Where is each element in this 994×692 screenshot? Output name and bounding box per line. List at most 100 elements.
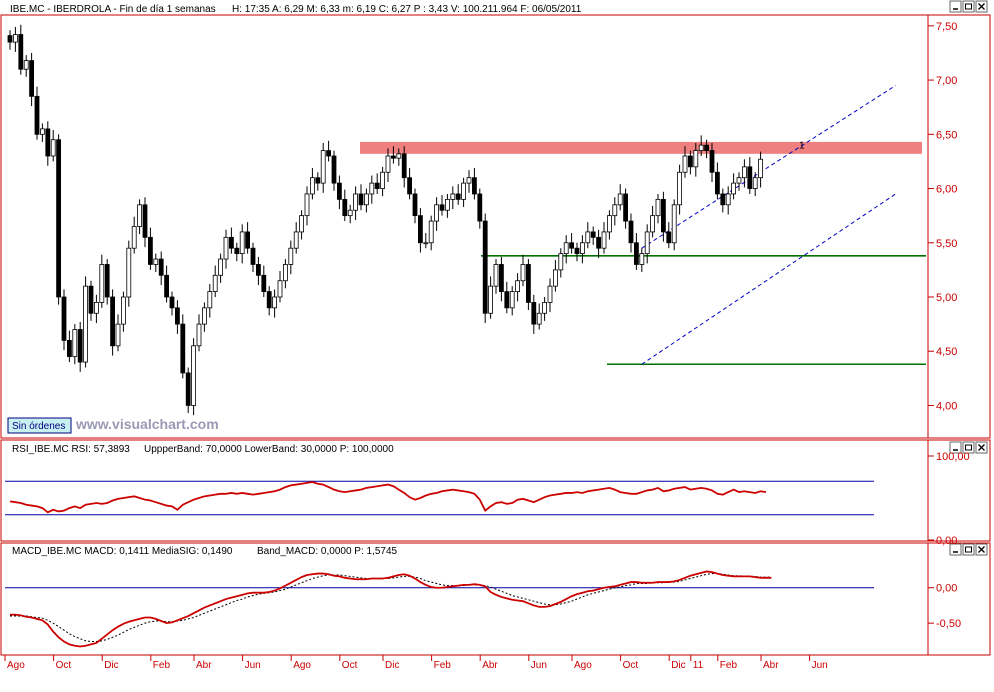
date-tick-label: Ago [293, 660, 311, 671]
candle-body [358, 193, 364, 206]
candle-body [742, 166, 747, 179]
candle-body [736, 177, 742, 184]
candle-body [612, 204, 618, 217]
candle-body [142, 204, 148, 238]
price-panel-title: IBE.MC - IBERDROLA - Fin de día 1 semana… [10, 4, 216, 15]
candle-body [747, 166, 753, 189]
candle-body [72, 329, 78, 358]
rsi-series [9, 481, 767, 514]
sin-ordenes-label: Sin órdenes [12, 421, 65, 432]
candle-body [531, 302, 537, 325]
candle-body [607, 215, 612, 233]
candle-body [563, 242, 569, 255]
candle-body [121, 296, 126, 325]
candle-body [137, 204, 143, 227]
axis-frame [927, 439, 991, 542]
candle-body [623, 193, 628, 222]
price-tick-label: 6,50 [936, 129, 957, 141]
date-tick-label: Jun [531, 660, 547, 671]
candle-body [423, 242, 429, 245]
date-tick-label: Feb [153, 660, 171, 671]
close-icon[interactable] [975, 441, 988, 454]
candle-body [218, 258, 224, 276]
price-panel-stats: H: 17:35 A: 6,29 M: 6,33 m: 6,19 C: 6,27… [232, 4, 582, 15]
price-tick-label: 7,50 [936, 21, 957, 33]
date-tick-label: Dic [385, 660, 399, 671]
rsi-bands [5, 480, 874, 516]
candle-body [569, 242, 574, 249]
watermark: www.visualchart.com [75, 416, 219, 432]
candle-body [515, 280, 520, 292]
candle-body [477, 193, 483, 222]
candle-body [698, 144, 704, 151]
close-icon[interactable] [975, 0, 988, 13]
candle-body [509, 291, 515, 309]
date-tick-label: Abr [763, 660, 779, 671]
close-icon[interactable] [975, 543, 988, 556]
candle-body [353, 193, 359, 211]
candle-body [590, 231, 596, 238]
candle-body [720, 193, 726, 206]
candle-body [417, 215, 423, 244]
candle-body [504, 291, 510, 309]
macd-tick-label: -0,50 [936, 618, 961, 630]
candle-body [40, 128, 45, 135]
panel-frame [0, 439, 929, 542]
macd-window-controls [949, 543, 988, 556]
candle-body [498, 264, 504, 292]
candle-body [596, 236, 601, 249]
candle-body [110, 296, 115, 347]
restore-icon[interactable] [962, 0, 975, 13]
candle-body [725, 193, 731, 206]
candle-body [580, 242, 585, 255]
candle-body [380, 171, 386, 189]
candle-body [547, 285, 553, 303]
candle-body [293, 231, 299, 249]
date-tick-label: Dic [671, 660, 685, 671]
candle-body [482, 220, 488, 314]
candle-body [731, 182, 736, 195]
macd-panel-stats: Band_MACD: 0,0000 P: 1,5745 [257, 546, 398, 557]
axis-frame [927, 14, 991, 439]
candle-body [661, 198, 666, 233]
candle-body [12, 34, 18, 43]
candle-body [7, 35, 13, 43]
candle-body [77, 329, 83, 363]
resistance-band [360, 141, 922, 154]
rsi-line [9, 481, 767, 514]
price-tick-label: 6,00 [936, 184, 957, 196]
candle-body [207, 291, 213, 309]
candle-body [558, 253, 564, 271]
candle-body [34, 95, 40, 135]
candle-body [326, 150, 332, 157]
price-axis: 7,50 7,00 6,50 6,00 5,50 5,00 4,50 4,00 [928, 21, 957, 412]
minimize-icon[interactable] [949, 441, 962, 454]
rsi-window-controls [949, 441, 988, 454]
candle-body [455, 193, 461, 200]
candle-body [282, 264, 288, 282]
date-tick-label: Dic [104, 660, 118, 671]
sin-ordenes-button[interactable]: Sin órdenes [7, 417, 72, 434]
restore-icon[interactable] [962, 441, 975, 454]
candle-body [585, 231, 591, 244]
minimize-icon[interactable] [949, 543, 962, 556]
candle-body [574, 247, 580, 255]
candle-body [644, 231, 650, 255]
candle-body [601, 231, 607, 249]
restore-icon[interactable] [962, 543, 975, 556]
candle-body [61, 296, 67, 341]
minimize-icon[interactable] [949, 0, 962, 13]
candle-body [434, 204, 440, 222]
candle-body [439, 204, 445, 211]
candle-body [682, 155, 688, 173]
candle-body [650, 215, 655, 233]
price-tick-label: 4,50 [936, 346, 957, 358]
date-tick-label: Ago [574, 660, 592, 671]
signal-line [10, 573, 772, 643]
date-tick-label: Abr [482, 660, 498, 671]
candle-body [542, 302, 547, 314]
date-tick-label: Feb [434, 660, 452, 671]
candle-body [201, 307, 207, 325]
candle-body [331, 155, 337, 184]
